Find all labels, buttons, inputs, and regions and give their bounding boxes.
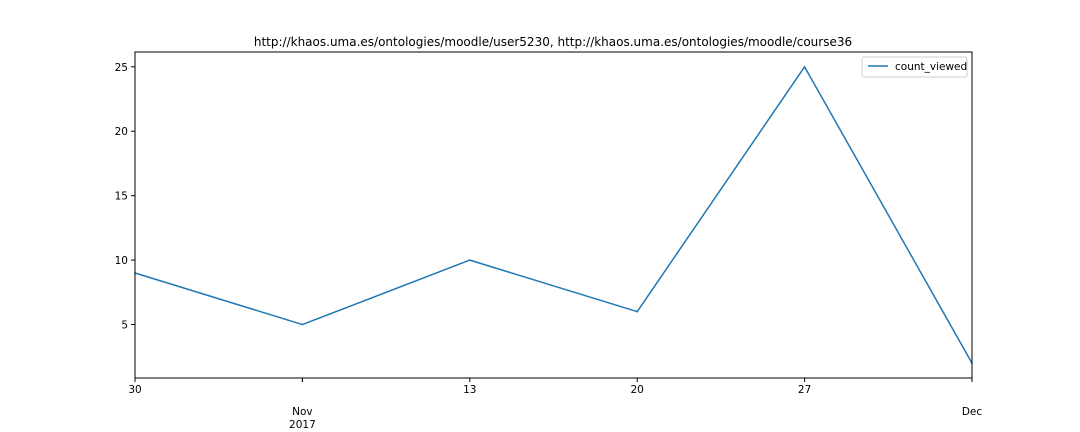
plot-frame — [134, 51, 973, 379]
y-tick-label: 15 — [115, 191, 128, 203]
x-major-label: Nov — [292, 406, 313, 418]
y-tick-label: 5 — [121, 320, 128, 332]
series-line-count_viewed — [134, 66, 973, 364]
x-tick-label: 13 — [463, 384, 476, 396]
x-major-sublabel: 2017 — [289, 419, 316, 431]
data-point — [301, 323, 304, 326]
chart-title: http://khaos.uma.es/ontologies/moodle/us… — [254, 35, 852, 49]
legend: count_viewed — [861, 56, 968, 78]
legend-label: count_viewed — [895, 61, 967, 73]
data-point — [636, 310, 638, 313]
y-tick-label: 20 — [115, 126, 128, 138]
data-point — [469, 259, 471, 261]
legend-box — [861, 56, 968, 78]
x-tick-label: 20 — [631, 384, 644, 396]
data-point — [803, 66, 806, 68]
x-tick-label: 30 — [128, 384, 141, 396]
y-tick-label: 25 — [115, 62, 128, 74]
x-tick-label: 27 — [798, 384, 811, 396]
x-major-label: Dec — [962, 406, 983, 418]
y-tick-label: 10 — [115, 255, 128, 267]
